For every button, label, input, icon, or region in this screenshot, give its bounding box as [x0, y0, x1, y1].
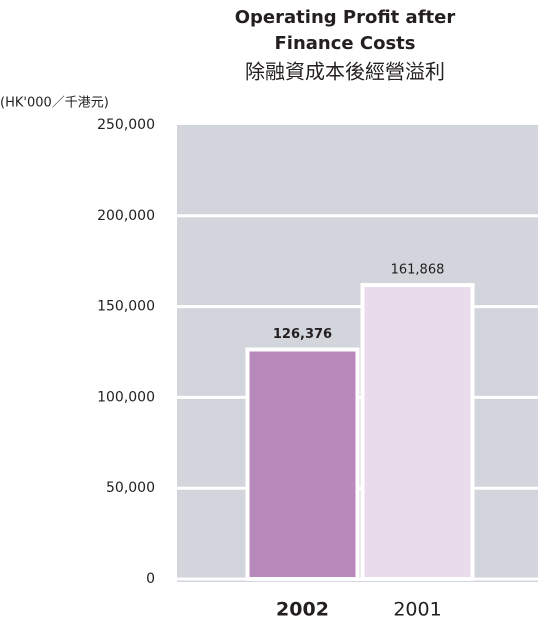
- y-tick-label: 150,000: [97, 299, 155, 315]
- y-tick-label: 0: [146, 571, 155, 587]
- y-tick-label: 100,000: [97, 389, 155, 405]
- y-tick-label: 50,000: [106, 480, 155, 496]
- x-tick-label: 2002: [276, 599, 329, 621]
- bar: [245, 347, 360, 581]
- value-label: 126,376: [273, 327, 332, 342]
- chart-title: Operating Profit after: [235, 7, 456, 28]
- value-label: 161,868: [391, 263, 445, 278]
- chart-subtitle: 除融資成本後經營溢利: [245, 60, 445, 84]
- y-tick-label: 250,000: [97, 117, 155, 133]
- y-axis-label: (HK'000／千港元): [0, 96, 109, 111]
- chart-title: Finance Costs: [275, 33, 416, 54]
- bar: [360, 283, 475, 581]
- y-tick-label: 200,000: [97, 208, 155, 224]
- x-tick-label: 2001: [393, 599, 441, 621]
